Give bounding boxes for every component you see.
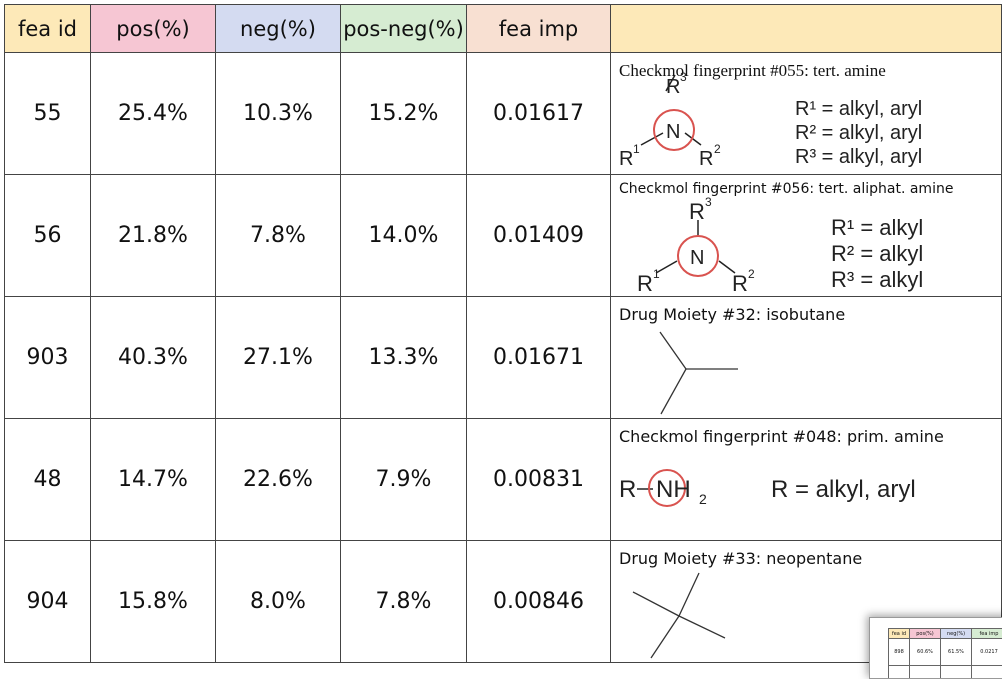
pos-neg-cell: 15.2% bbox=[341, 53, 467, 175]
neg-cell: 27.1% bbox=[216, 297, 341, 419]
r3-label: R bbox=[666, 76, 680, 98]
legend-line-1: R = alkyl, aryl bbox=[771, 476, 916, 503]
description-cell: Checkmol fingerprint #056: tert. aliphat… bbox=[611, 175, 1002, 297]
pos-neg-cell: 13.3% bbox=[341, 297, 467, 419]
fea-imp-cell: 0.00831 bbox=[467, 419, 611, 541]
header-description bbox=[611, 5, 1002, 53]
r2-label: R bbox=[699, 148, 713, 170]
r3-sup: 3 bbox=[680, 70, 687, 84]
fea-imp-cell: 0.01617 bbox=[467, 53, 611, 175]
fea-id-cell: 48 bbox=[5, 419, 91, 541]
r1-label: R bbox=[637, 271, 653, 296]
pos-neg-cell: 7.9% bbox=[341, 419, 467, 541]
header-fea-imp: fea imp bbox=[467, 5, 611, 53]
thumb-cell: 61.5% bbox=[941, 639, 972, 666]
r2-sup: 2 bbox=[748, 267, 755, 281]
nh-sub: 2 bbox=[699, 491, 707, 507]
fea-id-cell: 56 bbox=[5, 175, 91, 297]
r3-label: R bbox=[689, 199, 705, 224]
isobutane-structure bbox=[611, 297, 1001, 418]
description-cell: Checkmol fingerprint #048: prim. amine R… bbox=[611, 419, 1002, 541]
thumbnail-row bbox=[889, 666, 1002, 679]
screenshot-thumbnail[interactable]: fea id pos(%) neg(%) fea imp 898 60.6% 6… bbox=[869, 617, 1002, 679]
neg-cell: 22.6% bbox=[216, 419, 341, 541]
thumb-header-imp: fea imp bbox=[972, 629, 1002, 639]
r-label: R bbox=[619, 476, 636, 503]
tert-aliphat-amine-structure: N R 3 R 1 R 2 R¹ = alkyl R² = alkyl R³ =… bbox=[611, 175, 1001, 296]
fea-imp-cell: 0.01671 bbox=[467, 297, 611, 419]
fea-id-cell: 55 bbox=[5, 53, 91, 175]
neg-cell: 7.8% bbox=[216, 175, 341, 297]
thumb-header-fea-id: fea id bbox=[889, 629, 910, 639]
thumbnail-table: fea id pos(%) neg(%) fea imp 898 60.6% 6… bbox=[888, 628, 1002, 679]
fea-id-cell: 904 bbox=[5, 541, 91, 663]
pos-cell: 14.7% bbox=[91, 419, 216, 541]
table-row: 55 25.4% 10.3% 15.2% 0.01617 Checkmol fi… bbox=[5, 53, 1002, 175]
table-row: 48 14.7% 22.6% 7.9% 0.00831 Checkmol fin… bbox=[5, 419, 1002, 541]
feature-table: fea id pos(%) neg(%) pos-neg(%) fea imp … bbox=[4, 4, 1002, 663]
legend-line-3: R³ = alkyl bbox=[831, 267, 923, 292]
thumbnail-row: 898 60.6% 61.5% 0.0217 bbox=[889, 639, 1002, 666]
pos-cell: 25.4% bbox=[91, 53, 216, 175]
thumbnail-header-row: fea id pos(%) neg(%) fea imp bbox=[889, 629, 1002, 639]
r1-label: R bbox=[619, 148, 633, 170]
legend-line-2: R² = alkyl, aryl bbox=[795, 122, 922, 144]
header-fea-id: fea id bbox=[5, 5, 91, 53]
r2-label: R bbox=[732, 271, 748, 296]
description-cell: Drug Moiety #32: isobutane bbox=[611, 297, 1002, 419]
fea-imp-cell: 0.00846 bbox=[467, 541, 611, 663]
thumb-cell: 60.6% bbox=[910, 639, 941, 666]
header-pos: pos(%) bbox=[91, 5, 216, 53]
pos-cell: 21.8% bbox=[91, 175, 216, 297]
description-cell: Checkmol fingerprint #055: tert. amine N… bbox=[611, 53, 1002, 175]
legend-line-2: R² = alkyl bbox=[831, 241, 923, 266]
center-atom: N bbox=[666, 121, 680, 143]
thumb-header-neg: neg(%) bbox=[941, 629, 972, 639]
legend-line-1: R¹ = alkyl bbox=[831, 215, 923, 240]
table-row: 903 40.3% 27.1% 13.3% 0.01671 Drug Moiet… bbox=[5, 297, 1002, 419]
pos-cell: 15.8% bbox=[91, 541, 216, 663]
legend-line-1: R¹ = alkyl, aryl bbox=[795, 98, 922, 120]
pos-cell: 40.3% bbox=[91, 297, 216, 419]
table-header-row: fea id pos(%) neg(%) pos-neg(%) fea imp bbox=[5, 5, 1002, 53]
header-neg: neg(%) bbox=[216, 5, 341, 53]
tert-amine-structure: N R 3 R 1 R 2 R¹ = alkyl, aryl R² = alky… bbox=[611, 53, 1001, 174]
pos-neg-cell: 7.8% bbox=[341, 541, 467, 663]
fea-imp-cell: 0.01409 bbox=[467, 175, 611, 297]
prim-amine-structure: R NH 2 R = alkyl, aryl bbox=[611, 419, 1001, 540]
pos-neg-cell: 14.0% bbox=[341, 175, 467, 297]
neg-cell: 10.3% bbox=[216, 53, 341, 175]
neg-cell: 8.0% bbox=[216, 541, 341, 663]
center-atom: N bbox=[690, 247, 704, 269]
table-row: 904 15.8% 8.0% 7.8% 0.00846 Drug Moiety … bbox=[5, 541, 1002, 663]
r3-sup: 3 bbox=[705, 195, 712, 209]
header-pos-neg: pos-neg(%) bbox=[341, 5, 467, 53]
r2-sup: 2 bbox=[714, 142, 721, 156]
r1-sup: 1 bbox=[633, 142, 640, 156]
thumb-cell: 0.0217 bbox=[972, 639, 1002, 666]
nh-label: NH bbox=[656, 476, 691, 503]
legend-line-3: R³ = alkyl, aryl bbox=[795, 146, 922, 168]
thumb-header-pos: pos(%) bbox=[910, 629, 941, 639]
fea-id-cell: 903 bbox=[5, 297, 91, 419]
r1-sup: 1 bbox=[653, 267, 660, 281]
thumb-cell: 898 bbox=[889, 639, 910, 666]
table-row: 56 21.8% 7.8% 14.0% 0.01409 Checkmol fin… bbox=[5, 175, 1002, 297]
